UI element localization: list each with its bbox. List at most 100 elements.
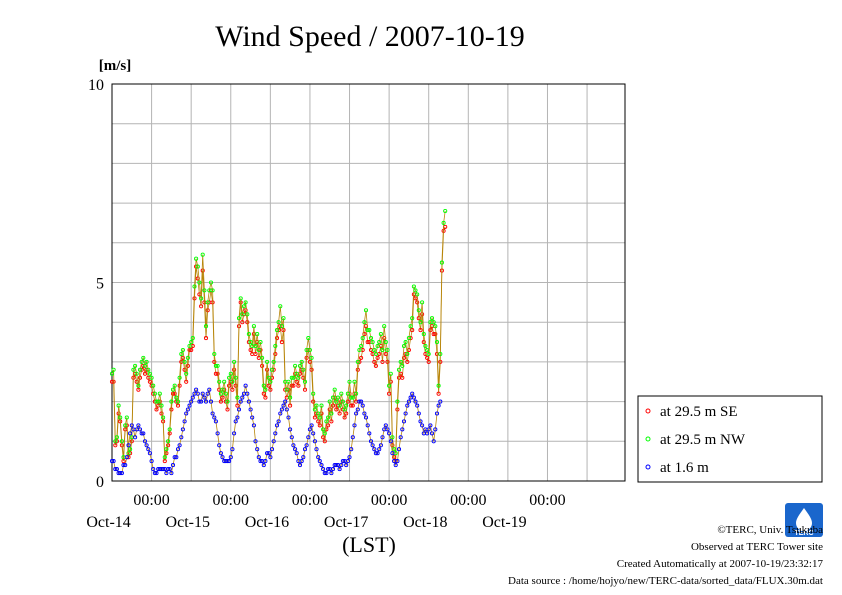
data-point [195, 264, 200, 269]
data-point [149, 375, 154, 380]
data-point [281, 403, 286, 408]
data-point [258, 340, 263, 345]
grid-lines [112, 84, 625, 481]
data-point [240, 320, 245, 325]
data-point [438, 399, 443, 404]
data-point [311, 399, 316, 404]
data-point [180, 427, 185, 432]
data-point [167, 467, 172, 472]
data-point [266, 375, 271, 380]
data-point [131, 367, 136, 372]
data-point [121, 463, 126, 468]
y-ticks: 0 5 10 [88, 77, 104, 491]
series-3 [109, 383, 443, 476]
data-point [403, 340, 408, 345]
data-point [220, 387, 225, 392]
data-point [281, 316, 286, 321]
data-point [312, 439, 317, 444]
data-point [119, 471, 124, 476]
data-point [330, 395, 336, 400]
data-point [415, 292, 420, 297]
data-point [230, 447, 235, 452]
data-point [199, 304, 204, 309]
data-point [329, 411, 334, 416]
data-point [288, 427, 293, 432]
data-point [380, 435, 385, 440]
data-point [352, 423, 357, 428]
data-point [245, 312, 250, 317]
data-point [286, 415, 291, 420]
data-point [128, 431, 133, 436]
data-point [235, 403, 240, 408]
data-point [345, 391, 350, 396]
data-point [232, 359, 237, 364]
data-point [261, 391, 266, 396]
data-point [368, 336, 374, 341]
data-point [199, 296, 204, 301]
series-line [111, 210, 446, 458]
footer-created: Created Automatically at 2007-10-19/23:3… [617, 558, 824, 570]
data-point [431, 332, 436, 337]
data-point [279, 407, 284, 412]
data-point [266, 451, 271, 456]
data-point [326, 467, 331, 472]
data-point [207, 387, 212, 392]
data-point [182, 367, 187, 372]
data-point [126, 443, 131, 448]
data-point [373, 351, 378, 357]
data-point [268, 379, 273, 384]
data-point [245, 391, 250, 396]
data-point [147, 371, 152, 376]
data-point [137, 367, 143, 372]
data-point [314, 403, 319, 408]
data-point [236, 316, 242, 321]
data-point [278, 411, 283, 416]
data-point [283, 399, 288, 404]
data-point [393, 463, 398, 468]
data-point [349, 447, 354, 452]
x-tick-date-label: Oct-18 [403, 514, 447, 531]
data-point [293, 363, 298, 368]
data-point [378, 332, 383, 337]
x-axis-label: (LST) [342, 532, 396, 557]
data-point [423, 343, 428, 349]
data-point [248, 407, 253, 412]
data-point [337, 467, 342, 472]
data-point [238, 296, 243, 301]
data-point [142, 363, 148, 368]
legend-label: at 29.5 m NW [660, 432, 746, 448]
data-point [184, 371, 189, 376]
data-point [227, 459, 232, 464]
data-point [263, 459, 268, 464]
data-point [177, 375, 182, 380]
data-point [225, 459, 230, 464]
data-point [406, 347, 411, 353]
data-point [410, 391, 415, 396]
x-tick-time-label: 00:00 [450, 492, 486, 509]
data-point [273, 351, 278, 357]
data-point [261, 463, 266, 468]
data-point [408, 324, 413, 329]
data-point [251, 423, 256, 428]
data-point [139, 359, 144, 364]
data-point [340, 399, 345, 404]
data-point [161, 415, 166, 420]
data-point [276, 419, 281, 424]
data-point [406, 399, 411, 404]
y-tick-label: 5 [96, 276, 104, 293]
data-point [116, 403, 121, 408]
data-point [123, 463, 128, 468]
data-point [390, 443, 395, 448]
data-point [220, 395, 225, 400]
data-point [159, 411, 164, 416]
data-point [133, 363, 138, 368]
data-point [377, 447, 382, 452]
data-point [294, 371, 299, 376]
data-point [195, 276, 200, 281]
data-point [200, 268, 205, 273]
data-point [405, 403, 410, 408]
data-point [363, 415, 369, 420]
data-point [321, 427, 326, 432]
data-point [420, 300, 425, 305]
